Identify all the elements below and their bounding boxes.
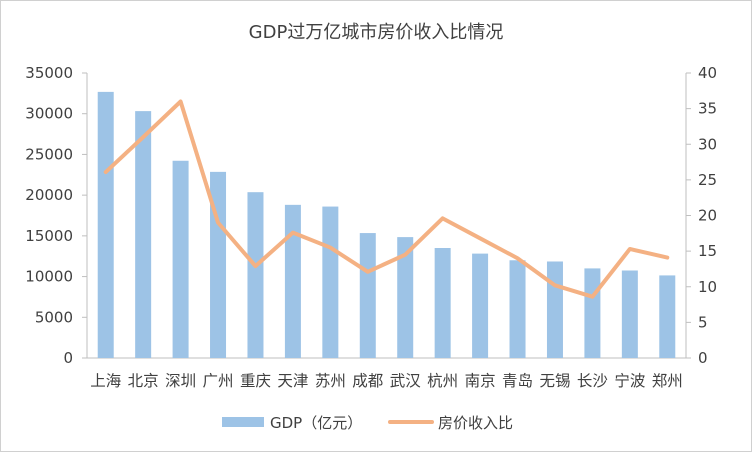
y-right-tick-label: 35 [698, 100, 717, 118]
line-point [367, 271, 369, 273]
line-point [329, 247, 331, 249]
y-right-tick-label: 5 [698, 313, 708, 331]
line-point [591, 296, 593, 298]
bar [621, 270, 638, 358]
line-point [254, 265, 256, 267]
bar [284, 204, 301, 358]
y-left-tick-label: 0 [63, 349, 73, 367]
y-right-tick-label: 30 [698, 135, 717, 153]
line-point [404, 254, 406, 256]
line-point [180, 101, 182, 102]
bar [359, 233, 376, 358]
line-point [629, 248, 631, 250]
line-point [292, 232, 294, 234]
bar [210, 171, 227, 358]
y-right-tick-label: 25 [698, 171, 717, 189]
y-right-tick-label: 10 [698, 278, 717, 296]
line-point [479, 237, 481, 239]
x-tick-label: 广州 [203, 372, 234, 390]
bar [172, 160, 189, 358]
bars-layer [97, 91, 676, 359]
bar [434, 247, 451, 358]
y-left-tick-label: 5000 [35, 308, 73, 326]
y-right-tick-label: 15 [698, 242, 717, 260]
line-layer [103, 99, 670, 299]
y-right-tick-label: 20 [698, 207, 717, 225]
legend: GDP（亿元） 房价收入比 [222, 414, 513, 432]
labels-layer: 0 5000 10000 15000 20000 25000 30000 35000 0 5 10 1… [25, 64, 717, 390]
x-tick-label: 深圳 [165, 372, 196, 390]
bar [322, 206, 339, 358]
x-tick-label: 苏州 [315, 372, 346, 390]
line-series [103, 99, 670, 299]
x-tick-label: 青岛 [502, 372, 533, 390]
line-point [517, 257, 519, 259]
bar [247, 192, 264, 358]
x-tick-label: 无锡 [539, 372, 570, 390]
x-tick-label: 武汉 [390, 372, 422, 390]
y-right-tick-label: 40 [698, 64, 717, 82]
y-left-tick-label: 20000 [25, 186, 73, 204]
bar [97, 91, 114, 359]
line-point [554, 284, 556, 286]
line-point [105, 171, 107, 173]
bar [584, 268, 601, 358]
line-point [217, 222, 219, 224]
bar [509, 260, 526, 358]
line-point [442, 217, 444, 219]
y-left-tick-label: 35000 [25, 64, 73, 82]
bar [472, 253, 489, 358]
legend-label-line: 房价收入比 [438, 414, 513, 432]
y-left-tick-label: 10000 [25, 268, 73, 286]
y-left-tick-label: 30000 [25, 105, 73, 123]
legend-swatch-bar [222, 417, 264, 427]
bar [397, 237, 414, 358]
y-left-tick-label: 15000 [25, 227, 73, 245]
y-left-tick-label: 25000 [25, 145, 73, 163]
x-tick-label: 杭州 [427, 372, 458, 390]
x-tick-label: 南京 [465, 372, 496, 390]
x-tick-label: 成都 [352, 372, 383, 390]
legend-label-bar: GDP（亿元） [270, 414, 362, 432]
x-tick-label: 长沙 [577, 372, 608, 390]
x-tick-label: 上海 [90, 372, 121, 390]
x-tick-label: 宁波 [614, 372, 645, 390]
bar [659, 275, 676, 358]
line-point [142, 136, 144, 138]
x-tick-label: 北京 [128, 372, 159, 390]
bar [546, 261, 563, 358]
x-tick-label: 重庆 [240, 372, 271, 390]
bar [135, 111, 152, 358]
x-tick-label: 天津 [277, 372, 308, 390]
x-tick-label: 郑州 [652, 372, 683, 390]
y-right-tick-label: 0 [698, 349, 708, 367]
line-point [666, 257, 668, 259]
chart-title: GDP过万亿城市房价收入比情况 [248, 22, 504, 43]
